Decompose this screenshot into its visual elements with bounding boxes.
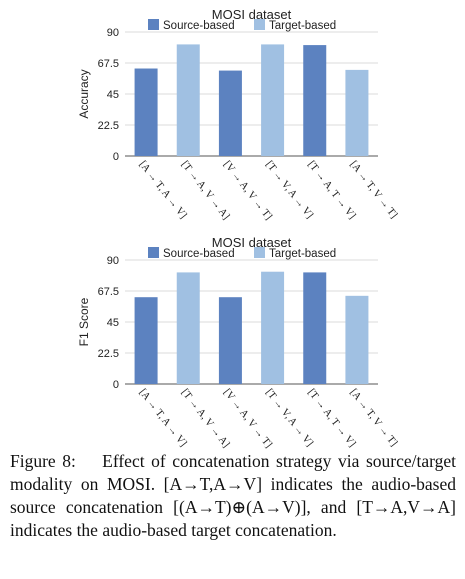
x-tick-label: [A → T, A → V] [137,387,189,449]
legend-target-swatch [254,19,265,30]
y-tick-label: 45 [107,89,119,101]
figure-caption: Figure 8: Effect of concatenation strate… [10,450,456,542]
y-tick-label: 90 [107,27,119,39]
legend-source-swatch [148,247,159,258]
y-axis-label: Accuracy [77,69,91,118]
y-tick-label: 45 [107,317,119,329]
y-tick-label: 67.5 [98,286,119,298]
source-bar [303,45,327,156]
y-tick-label: 22.5 [98,348,119,360]
legend-source-label: Source-based [163,20,235,32]
y-tick-label: 90 [107,255,119,267]
y-tick-label: 22.5 [98,120,119,132]
x-tick-label: [A → T, A → V] [137,159,189,221]
source-bar [303,272,327,384]
chart-title: MOSI dataset [212,235,292,250]
figure-caption-text: Effect of concatenation strategy via sou… [10,451,456,540]
legend-target-label: Target-based [269,20,336,32]
figure-label: Figure 8: [10,451,76,471]
source-bar [134,297,158,384]
legend-target-label: Target-based [269,248,336,260]
source-bar [218,70,242,156]
source-bar [218,297,242,384]
y-axis-label: F1 Score [77,297,91,346]
f1-score-chart: MOSI dataset 0 22.5 45 67.5 90 F1 Score [A → T,… [77,235,399,450]
target-bar [261,271,285,384]
target-bar [176,272,200,384]
legend-target-swatch [254,247,265,258]
target-bar [176,44,200,156]
chart-title: MOSI dataset [212,7,292,22]
legend-source-swatch [148,19,159,30]
accuracy-chart: MOSI dataset 0 22.5 45 67.5 90 Accuracy [A → T,… [77,7,399,222]
y-tick-label: 0 [113,379,119,391]
target-bar [345,69,369,156]
legend-source-label: Source-based [163,248,235,260]
target-bar [261,44,285,156]
target-bar [345,295,369,384]
y-tick-label: 0 [113,151,119,163]
y-tick-label: 67.5 [98,58,119,70]
source-bar [134,68,158,156]
